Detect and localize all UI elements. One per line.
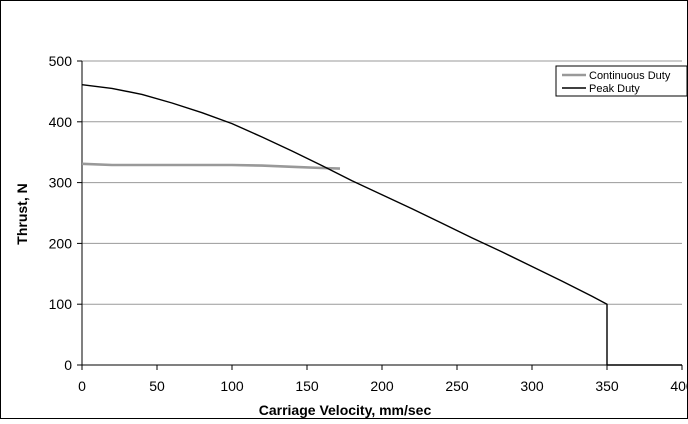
series-line-continuous-duty: [81, 162, 341, 170]
legend-box: [555, 65, 688, 97]
tick-labels: 0 100 200 300 400 500 0 50 100 150 200 250 300 350 400: [49, 53, 688, 394]
y-tick-label: 200: [49, 235, 73, 251]
x-tick-label: 200: [370, 378, 394, 394]
x-axis-label: Carriage Velocity, mm/sec: [259, 402, 432, 418]
x-tick-label: 350: [595, 378, 619, 394]
series-line-peak-duty: [81, 84, 682, 366]
x-tick-label: 50: [149, 378, 165, 394]
y-tick-label: 0: [64, 357, 72, 373]
gridlines: [82, 60, 682, 305]
axes: [77, 60, 683, 370]
x-tick-label: 150: [295, 378, 319, 394]
legend-label: Continuous Duty: [589, 70, 671, 82]
x-tick-label: 300: [520, 378, 544, 394]
y-tick-label: 400: [49, 114, 73, 130]
x-tick-label: 100: [220, 378, 244, 394]
legend-label: Peak Duty: [589, 83, 640, 95]
y-tick-label: 100: [49, 296, 73, 312]
series-lines: [81, 84, 682, 366]
x-tick-label: 400: [670, 378, 688, 394]
y-tick-label: 500: [49, 53, 73, 69]
y-axis-label: Thrust, N: [14, 183, 30, 244]
x-tick-label: 250: [445, 378, 469, 394]
x-tick-label: 0: [78, 378, 86, 394]
y-tick-label: 300: [49, 175, 73, 191]
